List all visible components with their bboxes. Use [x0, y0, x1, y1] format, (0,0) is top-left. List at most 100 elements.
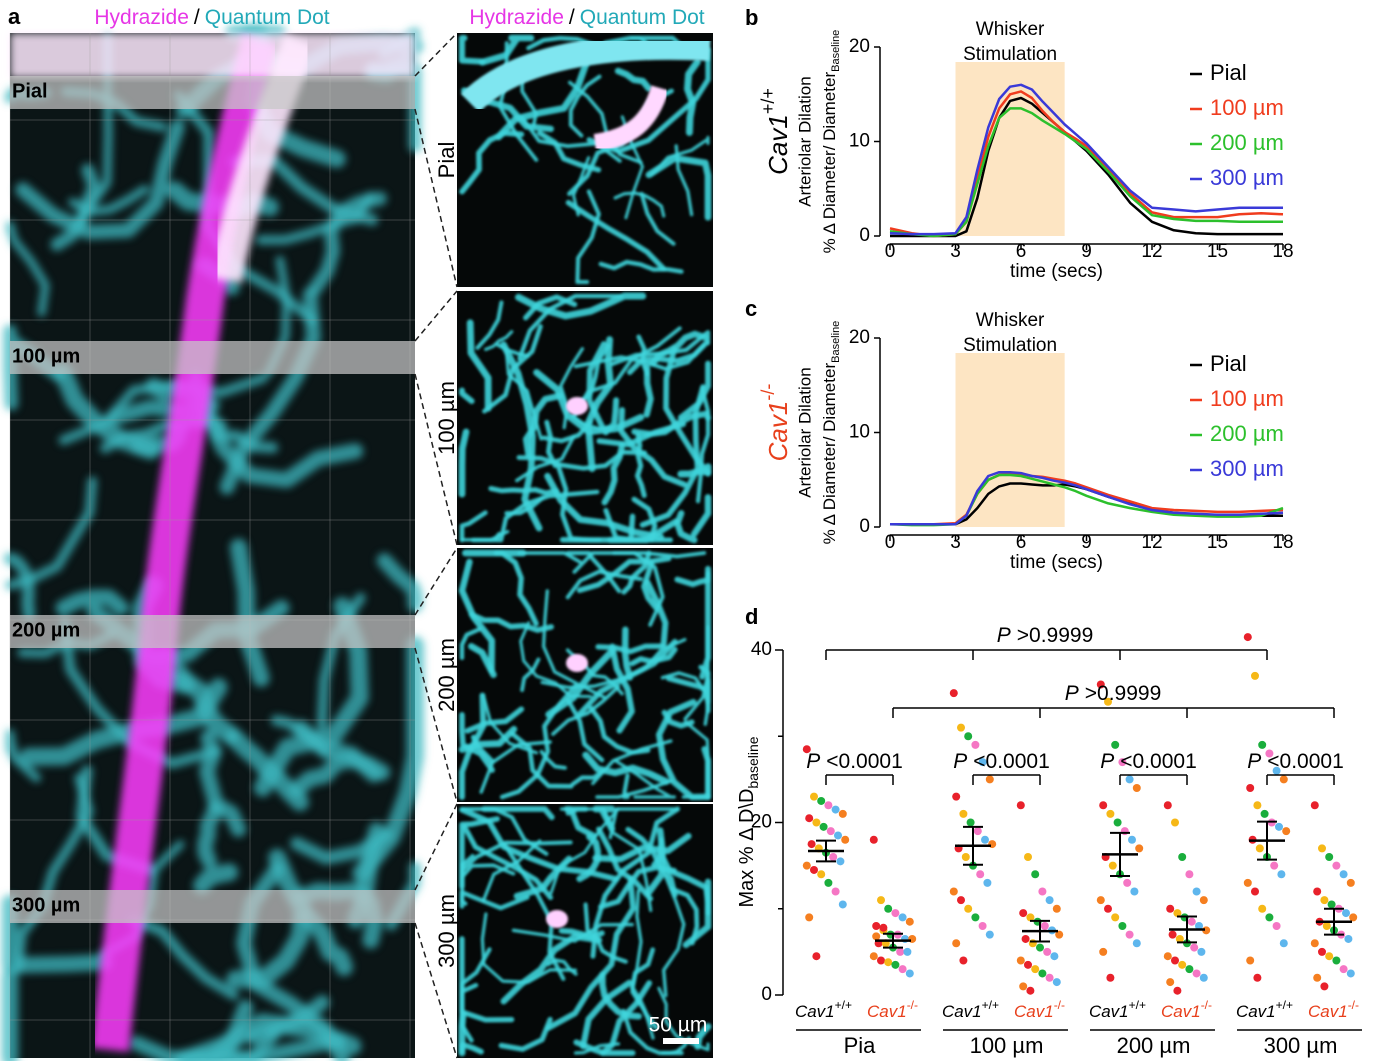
vessel — [540, 637, 687, 690]
p-value-label: P <0.0001 — [1100, 750, 1197, 773]
data-point — [949, 887, 958, 896]
data-point — [1113, 818, 1122, 827]
vessel — [546, 958, 578, 976]
pial-vessel — [91, 35, 279, 1052]
quantum-dot-label: Quantum Dot — [205, 6, 330, 29]
vessel — [613, 191, 666, 218]
data-point — [1055, 930, 1064, 939]
data-point — [817, 870, 826, 879]
y-tick-label: 40 — [751, 639, 772, 660]
vessel — [622, 773, 630, 800]
data-point — [831, 887, 840, 896]
vessel — [458, 34, 486, 65]
data-point — [812, 818, 821, 827]
vessel — [498, 1016, 553, 1052]
vessel — [565, 698, 605, 763]
vessel — [595, 779, 673, 799]
data-point — [1132, 784, 1141, 792]
x-tick-label: 15 — [1207, 241, 1228, 262]
x-tick-label: Cav1+/+ — [942, 998, 999, 1021]
data-point — [1108, 861, 1117, 870]
data-point — [1339, 870, 1348, 879]
group-label: 300 µm — [1264, 1033, 1338, 1058]
data-point — [1120, 827, 1129, 836]
data-point — [903, 947, 912, 956]
vessel — [644, 579, 669, 648]
p-symbol: P — [1065, 682, 1079, 705]
stimulation-label: Stimulation — [963, 44, 1057, 65]
data-point — [959, 809, 968, 818]
data-point — [1190, 943, 1199, 952]
genotype-sup: -/- — [1348, 998, 1359, 1012]
y-axis-title: % Δ Diameter/ DiameterBaseline — [820, 321, 841, 545]
vessel — [563, 806, 598, 840]
data-point — [819, 822, 828, 831]
y-axis-title: Max % Δ D\Dbaseline — [736, 736, 760, 907]
data-point — [949, 689, 958, 698]
data-point — [1310, 801, 1319, 810]
vessel — [639, 191, 676, 246]
vessel — [695, 385, 711, 504]
series-line — [889, 473, 1284, 527]
data-point — [831, 805, 840, 814]
genotype-sup: +/+ — [982, 998, 999, 1012]
data-point — [961, 853, 970, 861]
data-point — [1173, 986, 1182, 995]
data-point — [1339, 965, 1348, 974]
vessel — [459, 387, 475, 405]
data-point — [1253, 801, 1262, 810]
genotype-name: Cav1 — [795, 1002, 835, 1021]
genotype-name: Cav1 — [942, 1002, 982, 1021]
data-point — [1016, 801, 1025, 810]
vessel — [599, 980, 653, 1056]
vessel — [684, 58, 701, 136]
vessel — [468, 611, 554, 633]
vessel — [481, 693, 539, 755]
data-point — [1104, 697, 1112, 706]
data-point — [1251, 671, 1259, 680]
data-point — [1246, 956, 1255, 965]
data-point — [1118, 758, 1127, 767]
data-point — [1026, 913, 1035, 922]
data-point — [1166, 904, 1175, 913]
data-point — [983, 878, 992, 887]
data-point — [1318, 947, 1326, 956]
data-point — [810, 792, 818, 801]
vessel — [629, 646, 678, 667]
p-value: >0.9999 — [1085, 682, 1162, 705]
genotype-name: Cav1 — [867, 1002, 907, 1021]
vessel — [226, 848, 312, 989]
data-point — [1099, 947, 1108, 956]
data-point — [872, 932, 881, 941]
genotype-sup: -/- — [1054, 998, 1065, 1012]
data-point — [1313, 887, 1322, 896]
vessel — [517, 293, 624, 361]
vessel — [515, 292, 647, 320]
data-point — [1050, 952, 1059, 961]
genotype-sup: -/- — [1201, 998, 1212, 1012]
data-point — [810, 865, 818, 874]
vessel — [641, 560, 659, 611]
data-point — [877, 896, 885, 905]
y-axis-title-sub: Baseline — [830, 321, 842, 363]
tile-depth-label: 300 µm — [434, 894, 459, 968]
vessel — [698, 664, 711, 714]
data-point — [1192, 969, 1201, 978]
y-tick-label: 20 — [849, 327, 870, 348]
vessel — [59, 617, 223, 769]
vessel — [460, 529, 510, 542]
vessel — [520, 76, 538, 128]
tile-depth-label: 100 µm — [434, 381, 459, 455]
vessel — [504, 347, 543, 441]
channel-header: Hydrazide / Quantum Dot — [94, 6, 329, 29]
depth-label: 300 µm — [12, 894, 80, 916]
vessel — [481, 806, 555, 821]
data-point — [826, 827, 835, 836]
p-symbol: P — [806, 750, 820, 773]
genotype-name: Cav1 — [1308, 1002, 1348, 1021]
p-symbol: P — [953, 750, 967, 773]
data-point — [1118, 922, 1127, 930]
vessel — [544, 419, 558, 469]
vessel — [462, 824, 554, 901]
vessel — [681, 720, 710, 799]
